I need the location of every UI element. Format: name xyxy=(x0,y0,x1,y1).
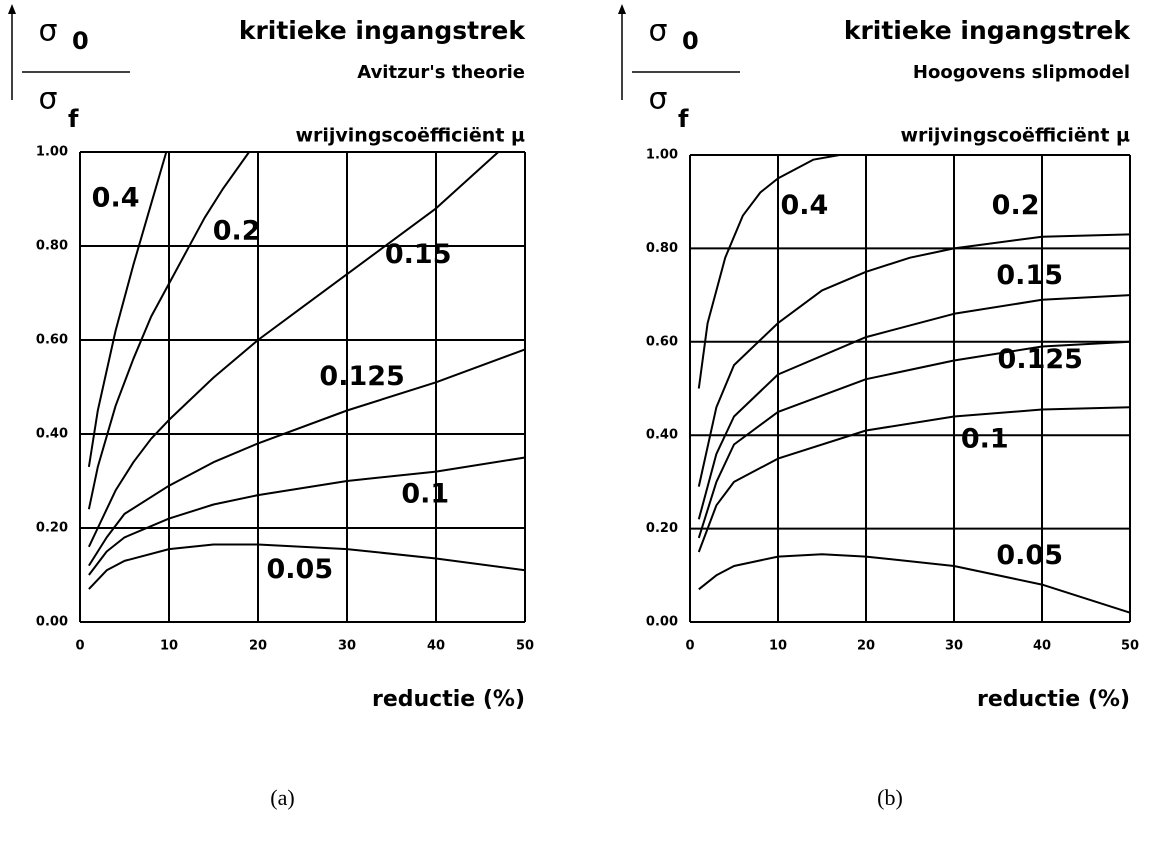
series-label: 0.4 xyxy=(92,183,140,214)
y-label-symbol: σ xyxy=(38,82,57,117)
series-label: 0.05 xyxy=(996,540,1063,571)
series-label: 0.4 xyxy=(780,190,828,221)
y-tick-label: 0.40 xyxy=(36,427,68,442)
curve xyxy=(88,543,526,590)
caption: (b) xyxy=(877,785,903,810)
chart-subtitle: Avitzur's theorie xyxy=(357,62,525,83)
curve xyxy=(697,406,1131,553)
curve xyxy=(87,151,499,548)
y-label-symbol: σ xyxy=(38,14,57,49)
legend-title: wrijvingscoëfficiënt µ xyxy=(900,125,1130,147)
x-tick-label: 40 xyxy=(427,639,445,654)
series-label: 0.2 xyxy=(992,190,1040,221)
y-label-sub: 0 xyxy=(72,27,89,55)
legend-title: wrijvingscoëfficiënt µ xyxy=(295,125,525,147)
series-label: 0.125 xyxy=(998,344,1083,375)
chart-title: kritieke ingangstrek xyxy=(239,16,527,45)
x-tick-label: 50 xyxy=(1121,639,1139,654)
arrow-head xyxy=(618,4,626,14)
caption: (a) xyxy=(270,785,294,810)
x-tick-label: 0 xyxy=(75,639,84,654)
curve xyxy=(697,154,840,389)
x-tick-label: 40 xyxy=(1033,639,1051,654)
series-label: 0.125 xyxy=(319,361,404,392)
y-tick-label: 0.20 xyxy=(36,521,68,536)
curve xyxy=(697,340,1131,539)
y-tick-label: 0.00 xyxy=(36,615,68,630)
curve xyxy=(88,456,526,576)
series-label: 0.1 xyxy=(401,479,449,510)
y-label-sub: 0 xyxy=(682,27,699,55)
curve xyxy=(87,151,250,510)
y-label-sub: f xyxy=(68,105,79,133)
y-tick-label: 0.80 xyxy=(646,241,678,256)
y-tick-label: 1.00 xyxy=(646,148,678,163)
y-tick-label: 0.00 xyxy=(646,615,678,630)
y-label-symbol: σ xyxy=(648,82,667,117)
curve xyxy=(697,294,1131,520)
y-tick-label: 0.80 xyxy=(36,239,68,254)
curve xyxy=(88,348,526,567)
x-tick-label: 30 xyxy=(945,639,963,654)
curve xyxy=(698,553,1131,614)
series-label: 0.15 xyxy=(385,239,452,270)
curve xyxy=(697,233,1131,487)
y-tick-label: 0.20 xyxy=(646,521,678,536)
x-tick-label: 50 xyxy=(516,639,534,654)
x-tick-label: 10 xyxy=(160,639,178,654)
x-tick-label: 20 xyxy=(249,639,267,654)
y-label-symbol: σ xyxy=(648,14,667,49)
y-tick-label: 0.40 xyxy=(646,428,678,443)
x-tick-label: 30 xyxy=(338,639,356,654)
series-label: 0.05 xyxy=(267,554,334,585)
curve xyxy=(87,151,168,468)
series-label: 0.15 xyxy=(996,260,1063,291)
series-label: 0.1 xyxy=(961,423,1009,454)
arrow-head xyxy=(8,4,16,14)
y-tick-label: 1.00 xyxy=(36,145,68,160)
chart-title: kritieke ingangstrek xyxy=(844,16,1132,45)
x-tick-label: 0 xyxy=(685,639,694,654)
chart-subtitle: Hoogovens slipmodel xyxy=(913,62,1130,83)
x-tick-label: 10 xyxy=(769,639,787,654)
y-label-sub: f xyxy=(678,105,689,133)
y-tick-label: 0.60 xyxy=(646,334,678,349)
x-axis-label: reductie (%) xyxy=(977,687,1130,712)
x-axis-label: reductie (%) xyxy=(372,687,525,712)
series-label: 0.2 xyxy=(213,215,261,246)
y-tick-label: 0.60 xyxy=(36,333,68,348)
x-tick-label: 20 xyxy=(857,639,875,654)
